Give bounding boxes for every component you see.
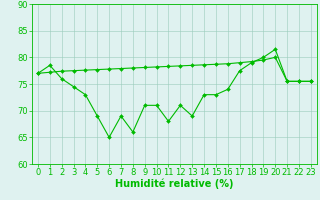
X-axis label: Humidité relative (%): Humidité relative (%) bbox=[115, 179, 234, 189]
